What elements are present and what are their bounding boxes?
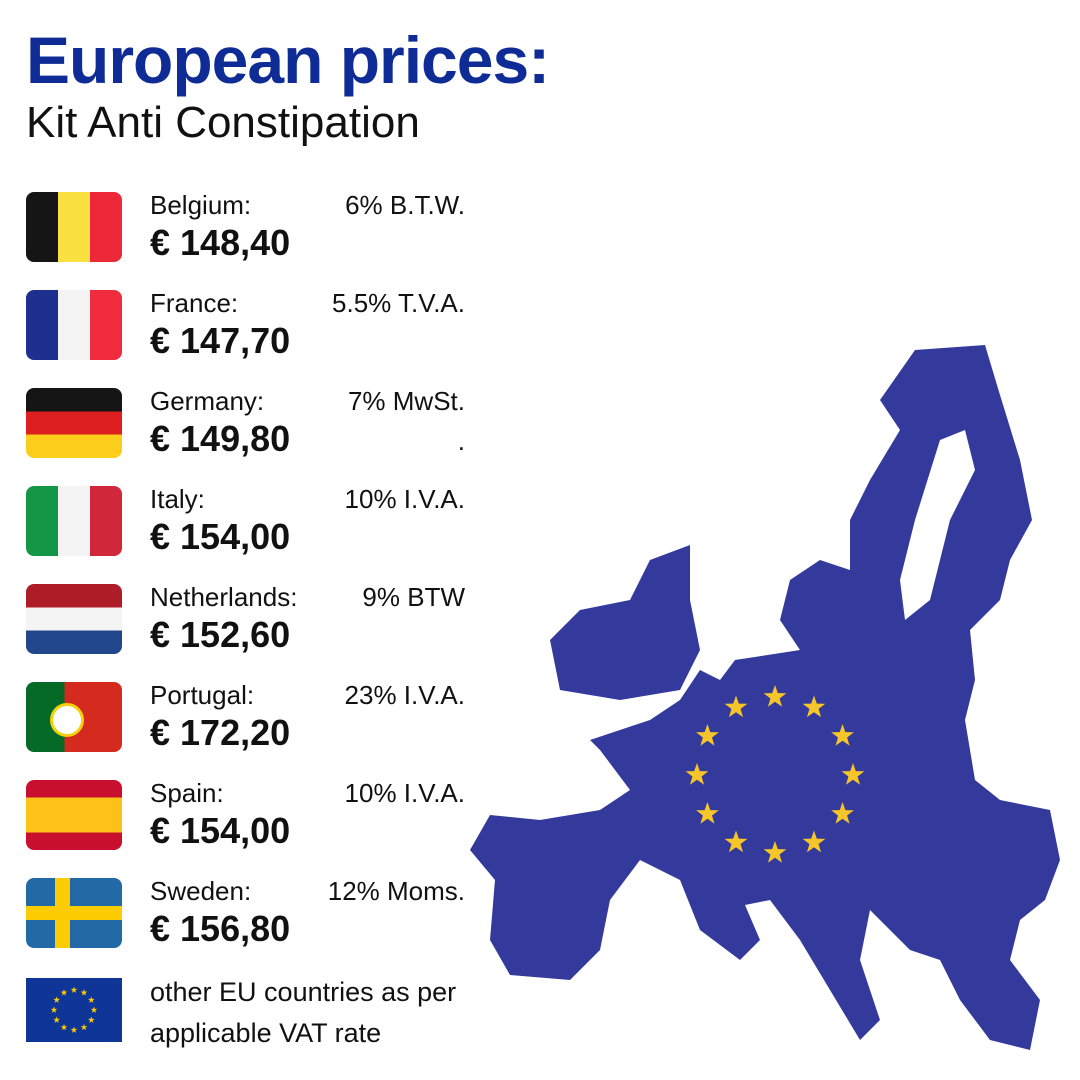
flag [26,878,122,948]
price: € 147,70 [150,320,291,361]
star [696,724,719,746]
country-row: Spain: 10% I.V.A. € 154,00 [0,778,500,860]
flag [26,388,122,458]
eu-flag [26,978,122,1042]
title: European prices: [26,23,550,97]
country-row: Germany: 7% MwSt.. € 149,80 [0,386,500,468]
country-name: Belgium: [150,190,252,220]
star [841,763,865,785]
vat-rate: 10% I.V.A. [344,778,465,808]
country-name: Italy: [150,484,205,514]
vat-rate: 5.5% T.V.A. [332,288,465,318]
star [763,685,787,707]
star [802,695,826,718]
star [80,1023,88,1031]
star [80,989,88,996]
vat-rate: 12% Moms. [327,876,465,906]
star [87,996,95,1003]
price: € 148,40 [150,222,291,263]
star [763,841,787,863]
price: € 154,00 [150,516,291,557]
flag [26,584,122,654]
star [53,996,61,1003]
price: € 152,60 [150,614,291,655]
star [60,1023,68,1031]
country-row: Portugal: 23% I.V.A. € 172,20 [0,680,500,762]
flag [26,682,122,752]
star [90,1006,98,1013]
star [724,830,748,853]
country-row: Belgium: 6% B.T.W. € 148,40 [0,190,500,272]
price: € 172,20 [150,712,291,753]
flag [26,290,122,360]
star [70,986,78,993]
subtitle: Kit Anti Constipation [26,98,420,147]
map-shape [470,345,1060,1050]
country-name: Portugal: [150,680,255,710]
vat-extra: . [457,426,465,456]
star [831,802,854,824]
country-name: Germany: [150,386,265,416]
country-row: Netherlands: 9% BTW € 152,60 [0,582,500,664]
flag-emblem [50,703,84,737]
country-row: France: 5.5% T.V.A. € 147,70 [0,288,500,370]
vat-rate: 6% B.T.W. [345,190,465,220]
star [50,1006,58,1013]
star [696,802,719,824]
price: € 154,00 [150,810,291,851]
vat-rate: 10% I.V.A. [344,484,465,514]
vat-rate: 23% I.V.A. [344,680,465,710]
map-sea [900,430,975,620]
country-name: Netherlands: [150,582,298,612]
price: € 149,80 [150,418,291,459]
country-name: Spain: [150,778,224,808]
star [802,830,826,853]
vat-rate: 9% BTW [362,582,465,612]
star [724,695,748,718]
star [685,763,709,785]
country-row: Sweden: 12% Moms. € 156,80 [0,876,500,958]
country-row: Italy: 10% I.V.A. € 154,00 [0,484,500,566]
star [831,724,854,746]
star [60,989,68,996]
country-name: Sweden: [150,876,252,906]
star [53,1016,61,1023]
flag [26,486,122,556]
price: € 156,80 [150,908,291,949]
country-name: France: [150,288,239,318]
star [87,1016,95,1023]
flag [26,192,122,262]
flag [26,780,122,850]
eu-stars [50,986,98,1033]
star [70,1026,78,1033]
vat-rate: 7% MwSt. [347,386,465,416]
footer-text: other EU countries as per applicable VAT… [150,977,457,1048]
